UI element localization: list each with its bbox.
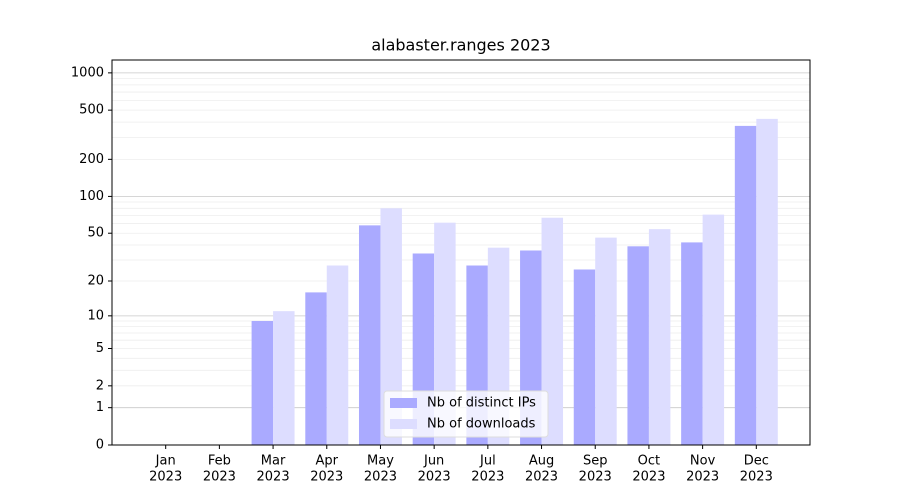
x-tick-label: 2023 [310,470,343,485]
bar [648,229,671,445]
x-tick-label: Nov [690,454,716,469]
y-tick-label: 1000 [71,65,104,80]
y-tick-label: 20 [87,274,104,289]
x-tick-label: 2023 [364,470,397,485]
legend: Nb of distinct IPs Nb of downloads [383,390,549,438]
x-tick-label: Jan [155,454,176,469]
x-tick-label: 2023 [471,470,504,485]
y-tick-label: 5 [96,341,104,356]
x-tick-label: Aug [529,454,554,469]
x-tick-label: Mar [261,454,286,469]
y-tick-label: 10 [87,308,104,323]
bar [573,269,596,445]
bar [273,311,295,445]
legend-box [383,390,549,438]
bar [380,208,402,445]
x-tick-label: 2023 [579,470,612,485]
chart-title: alabaster.ranges 2023 [371,36,550,55]
x-tick-label: 2023 [257,470,290,485]
x-tick-label: 2023 [149,470,182,485]
y-tick-label: 0 [96,438,104,453]
y-tick-label: 1 [96,400,104,415]
y-tick-label: 200 [79,152,104,167]
x-tick-label: 2023 [525,470,558,485]
x-tick-label: 2023 [632,470,665,485]
x-tick-label: 2023 [686,470,719,485]
y-tick-label: 50 [87,226,104,241]
x-tick-label: Jun [423,454,444,469]
bar [434,222,456,445]
bar [734,125,757,446]
bar [627,246,649,445]
y-tick-label: 500 [79,103,104,118]
plot-frame [111,59,811,446]
x-tick-label: 2023 [203,470,236,485]
bar [541,217,564,445]
bar [305,292,327,445]
legend-label: Nb of downloads [427,417,536,432]
bar [595,237,617,445]
x-tick-label: Oct [638,454,660,469]
x-tick-label: Apr [316,454,339,469]
legend-swatch [390,419,417,429]
x-tick-label: Sep [583,454,608,469]
legend-swatch [390,398,417,408]
x-tick-label: Jul [479,454,496,469]
x-tick-label: Feb [208,454,231,469]
bar [251,320,274,445]
legend-label: Nb of distinct IPs [427,396,536,411]
bar [358,225,381,445]
x-tick-label: May [367,454,394,469]
x-tick-label: 2023 [740,470,773,485]
x-tick-label: Dec [744,454,769,469]
bar [326,265,349,445]
y-tick-label: 2 [96,378,104,393]
bar [702,214,725,445]
x-tick-label: 2023 [418,470,451,485]
bar [681,242,703,445]
bar [756,118,778,445]
y-tick-label: 100 [79,189,104,204]
